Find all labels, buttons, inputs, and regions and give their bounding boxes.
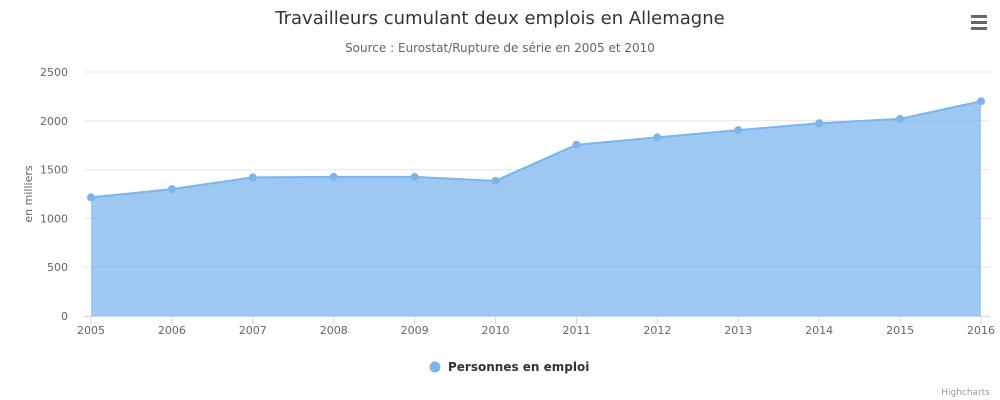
data-point-2008[interactable] — [329, 172, 338, 181]
data-point-2015[interactable] — [896, 114, 905, 123]
x-tick-label: 2008 — [320, 324, 348, 337]
x-tick-label: 2007 — [239, 324, 267, 337]
series-points — [87, 97, 985, 202]
y-axis-title: en milliers — [22, 165, 35, 222]
data-point-2011[interactable] — [572, 140, 581, 149]
chart-title: Travailleurs cumulant deux emplois en Al… — [274, 8, 724, 29]
chart-subtitle: Source : Eurostat/Rupture de série en 20… — [345, 41, 655, 55]
x-tick-label: 2006 — [158, 324, 186, 337]
y-tick-label: 1500 — [40, 164, 68, 177]
x-tick-label: 2014 — [805, 324, 833, 337]
x-tick-label: 2009 — [401, 324, 429, 337]
data-point-2013[interactable] — [734, 126, 743, 135]
x-tick-label: 2012 — [643, 324, 671, 337]
y-tick-label: 1000 — [40, 212, 68, 225]
data-point-2007[interactable] — [248, 173, 257, 182]
data-point-2005[interactable] — [87, 193, 95, 202]
x-axis — [84, 316, 990, 324]
legend-label[interactable]: Personnes en emploi — [448, 360, 589, 374]
data-point-2009[interactable] — [410, 172, 419, 181]
credits-link[interactable]: Highcharts — [941, 388, 990, 398]
data-point-2014[interactable] — [815, 119, 824, 128]
y-tick-label: 2000 — [40, 115, 68, 128]
legend-marker — [429, 361, 441, 373]
data-point-2006[interactable] — [167, 185, 176, 194]
x-tick-label: 2010 — [482, 324, 510, 337]
x-axis-labels: 2005 2006 2007 2008 2009 2010 2011 2012 2013 2014… — [77, 324, 995, 337]
x-tick-label: 2016 — [967, 324, 995, 337]
y-tick-label: 2500 — [40, 66, 68, 79]
legend-item[interactable]: Personnes en emploi — [429, 360, 590, 374]
hamburger-menu-icon[interactable] — [966, 10, 990, 32]
data-point-2016[interactable] — [977, 97, 985, 106]
y-tick-label: 0 — [61, 310, 68, 323]
x-tick-label: 2011 — [562, 324, 590, 337]
x-tick-label: 2005 — [77, 324, 105, 337]
y-axis: 0 500 1000 1500 2000 2500 — [40, 66, 68, 323]
x-tick-label: 2015 — [886, 324, 914, 337]
data-point-2010[interactable] — [491, 176, 500, 185]
area-fill — [91, 101, 981, 316]
x-tick-label: 2013 — [724, 324, 752, 337]
y-tick-label: 500 — [47, 261, 68, 274]
series-area — [90, 100, 982, 316]
data-point-2012[interactable] — [653, 133, 662, 142]
series-line — [90, 100, 982, 199]
